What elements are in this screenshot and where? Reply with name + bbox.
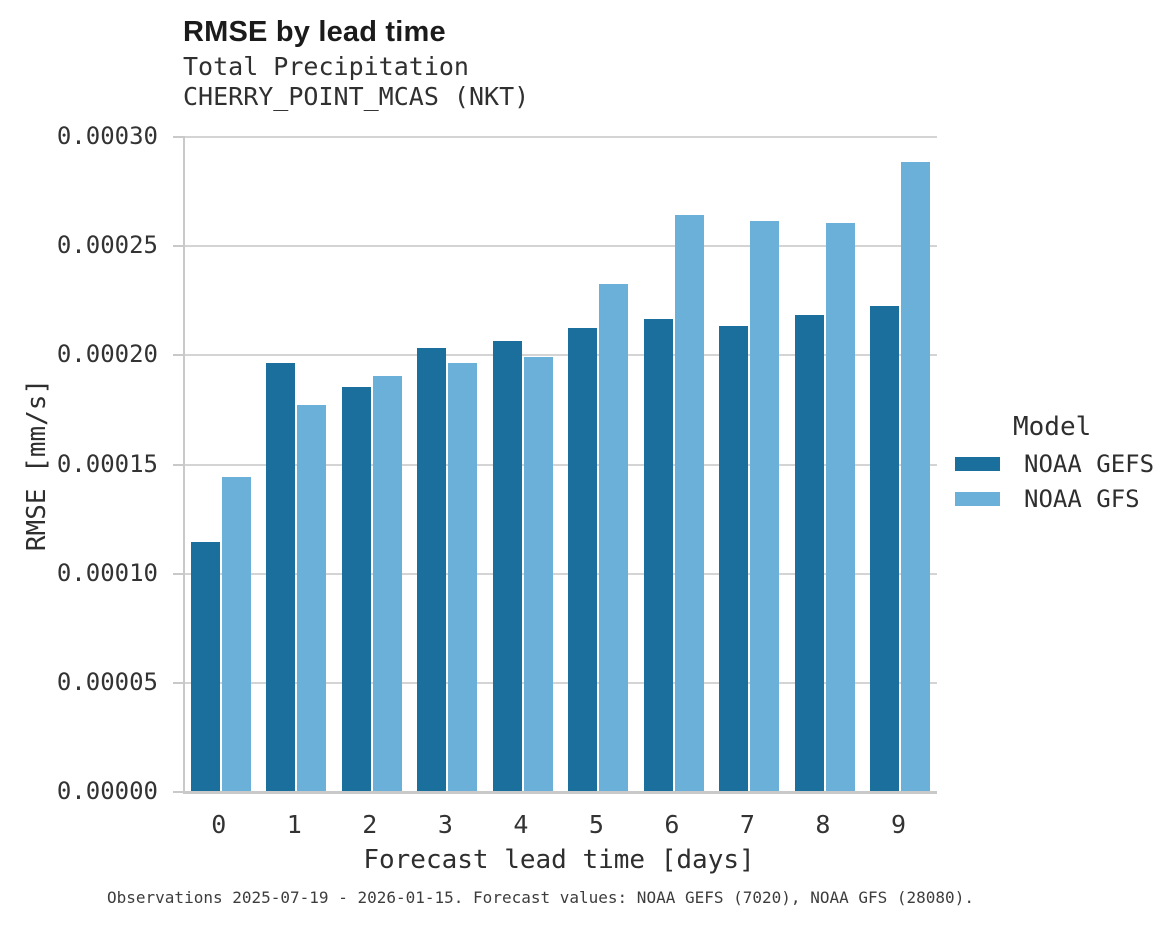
legend-swatch-noaa-gfs [955,492,1000,506]
y-tick-mark [173,681,183,684]
bar-group [492,136,553,791]
y-tick-mark [173,791,183,793]
bar-noaa-gfs [448,363,478,791]
bar-noaa-gefs [341,387,371,791]
bar-noaa-gefs [417,347,447,791]
plot-area [183,136,937,794]
bar-group [643,136,704,791]
bar-noaa-gfs [901,162,931,791]
bar-group [417,136,478,791]
bar-noaa-gefs [719,325,749,791]
bar-noaa-gfs [523,356,553,791]
y-tick-label: 0.00005 [56,667,158,696]
legend-entry-label: NOAA GEFS [1024,450,1155,478]
gridline [185,136,937,138]
bar-noaa-gefs [870,306,900,791]
gridline [185,681,937,684]
bar-group [870,136,931,791]
x-tick-label: 1 [286,810,302,839]
y-tick-label: 0.00020 [56,340,158,369]
bar-noaa-gfs [599,284,629,791]
x-tick-label: 6 [664,810,680,839]
gridline [185,245,937,248]
x-tick-label: 0 [211,810,227,839]
bar-group [794,136,855,791]
bar-noaa-gefs [492,341,522,791]
bar-group [190,136,251,791]
subtitle-variable: Total Precipitation [183,52,469,81]
legend-swatch-noaa-gefs [955,457,1000,471]
y-tick-label: 0.00015 [56,449,158,478]
x-axis-title: Forecast lead time [days] [363,845,755,875]
x-tick-label: 5 [588,810,604,839]
bar-noaa-gfs [297,404,327,791]
y-tick-label: 0.00025 [56,231,158,260]
bar-noaa-gfs [825,223,855,791]
x-tick-label: 8 [815,810,831,839]
legend-entry: NOAA GFS [955,485,1154,513]
bar-noaa-gfs [674,214,704,791]
x-tick-label: 4 [513,810,529,839]
bar-noaa-gefs [643,319,673,791]
y-tick-mark [173,572,183,575]
legend: Model NOAA GEFS NOAA GFS [955,412,1154,522]
bar-group [719,136,780,791]
legend-entry-label: NOAA GFS [1024,485,1140,513]
bar-group [568,136,629,791]
bar-noaa-gfs [372,376,402,791]
y-tick-label: 0.00000 [56,777,158,805]
x-tick-label: 7 [739,810,755,839]
y-tick-label: 0.00010 [56,558,158,587]
subtitle-station: CHERRY_POINT_MCAS (NKT) [183,82,530,111]
legend-entry: NOAA GEFS [955,450,1155,478]
y-tick-label: 0.00030 [56,122,158,150]
bar-noaa-gefs [568,328,598,791]
gridline [185,463,937,466]
legend-title: Model [1013,412,1092,442]
y-tick-mark [173,354,183,357]
bar-group [266,136,327,791]
y-tick-mark [173,136,183,138]
x-tick-label: 9 [890,810,906,839]
chart-title: RMSE by lead time [183,16,446,48]
y-tick-mark [173,463,183,466]
bar-group [341,136,402,791]
gridline [185,354,937,357]
gridline [185,572,937,575]
chart-subtitle: Total Precipitation CHERRY_POINT_MCAS (N… [183,52,529,112]
bar-noaa-gefs [190,542,220,791]
bar-noaa-gefs [266,363,296,791]
bar-noaa-gefs [794,315,824,791]
caption: Observations 2025-07-19 - 2026-01-15. Fo… [107,888,974,907]
x-tick-label: 2 [362,810,378,839]
y-tick-mark [173,245,183,248]
bar-noaa-gfs [750,221,780,791]
x-tick-label: 3 [437,810,453,839]
bar-noaa-gfs [221,476,251,791]
